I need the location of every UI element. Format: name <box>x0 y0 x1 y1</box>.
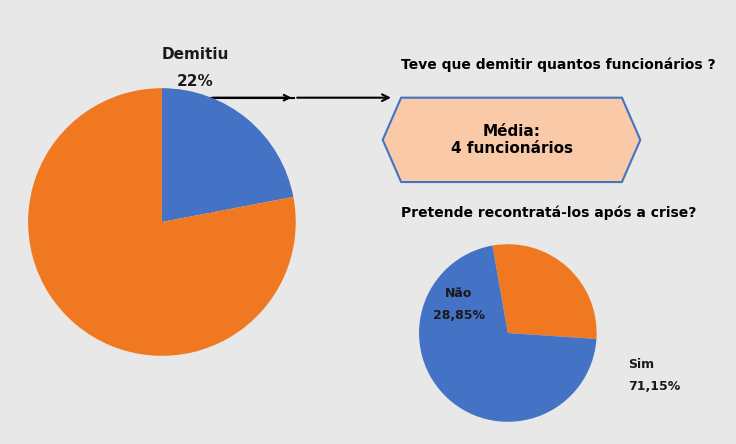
Wedge shape <box>419 246 596 422</box>
Wedge shape <box>492 244 597 339</box>
Text: Teve que demitir quantos funcionários ?: Teve que demitir quantos funcionários ? <box>401 57 715 71</box>
Text: 28,85%: 28,85% <box>433 309 485 322</box>
Text: Demitiu: Demitiu <box>162 47 229 62</box>
Text: Média:
4 funcionários: Média: 4 funcionários <box>450 124 573 156</box>
Text: Pretende recontratá-los após a crise?: Pretende recontratá-los após a crise? <box>401 206 696 220</box>
Text: Não: Não <box>445 286 473 300</box>
Polygon shape <box>383 98 640 182</box>
Wedge shape <box>162 88 294 222</box>
Text: 22%: 22% <box>177 74 213 89</box>
Wedge shape <box>28 88 296 356</box>
FancyArrowPatch shape <box>297 94 389 101</box>
Text: Sim: Sim <box>628 357 654 371</box>
Text: 71,15%: 71,15% <box>628 380 680 393</box>
